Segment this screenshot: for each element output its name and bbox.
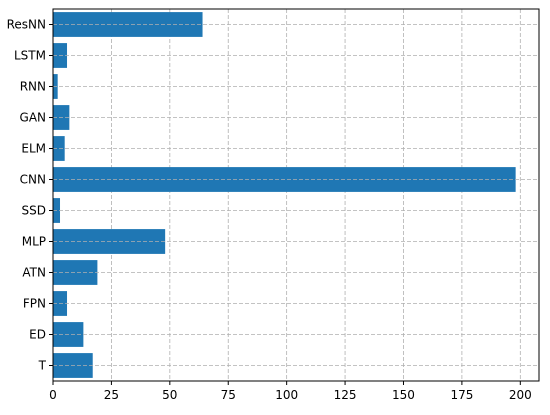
x-tick-label: 50 [162,388,177,402]
y-tick-label: LSTM [14,49,46,63]
y-tick-label: FPN [23,297,46,311]
y-tick-label: ED [29,328,46,342]
y-tick-label: T [38,359,47,373]
grid-horizontal [53,24,539,366]
x-tick-label: 150 [392,388,415,402]
bar-elm [53,136,65,161]
x-tick-label: 100 [275,388,298,402]
x-tick-label: 125 [334,388,357,402]
x-tick-label: 200 [509,388,532,402]
grid [52,9,521,381]
y-tick-label: RNN [20,80,46,94]
plot-frame [52,8,540,382]
y-tick-label: GAN [20,111,46,125]
x-tick-label: 75 [221,388,236,402]
x-tick-label: 175 [450,388,473,402]
y-axis: ResNN LSTM RNN GAN ELM CNN SSD MLP ATN FPN ED T [7,18,53,373]
y-tick-label: ELM [21,142,46,156]
bars [53,12,516,378]
x-axis: 0 25 50 75 100 125 150 175 200 [49,381,532,402]
y-tick-label: ResNN [7,18,46,32]
x-tick-label: 25 [104,388,119,402]
y-tick-label: CNN [20,173,46,187]
y-tick-label: SSD [22,204,46,218]
y-tick-label: MLP [22,235,46,249]
x-tick-label: 0 [49,388,57,402]
y-tick-label: ATN [22,266,46,280]
